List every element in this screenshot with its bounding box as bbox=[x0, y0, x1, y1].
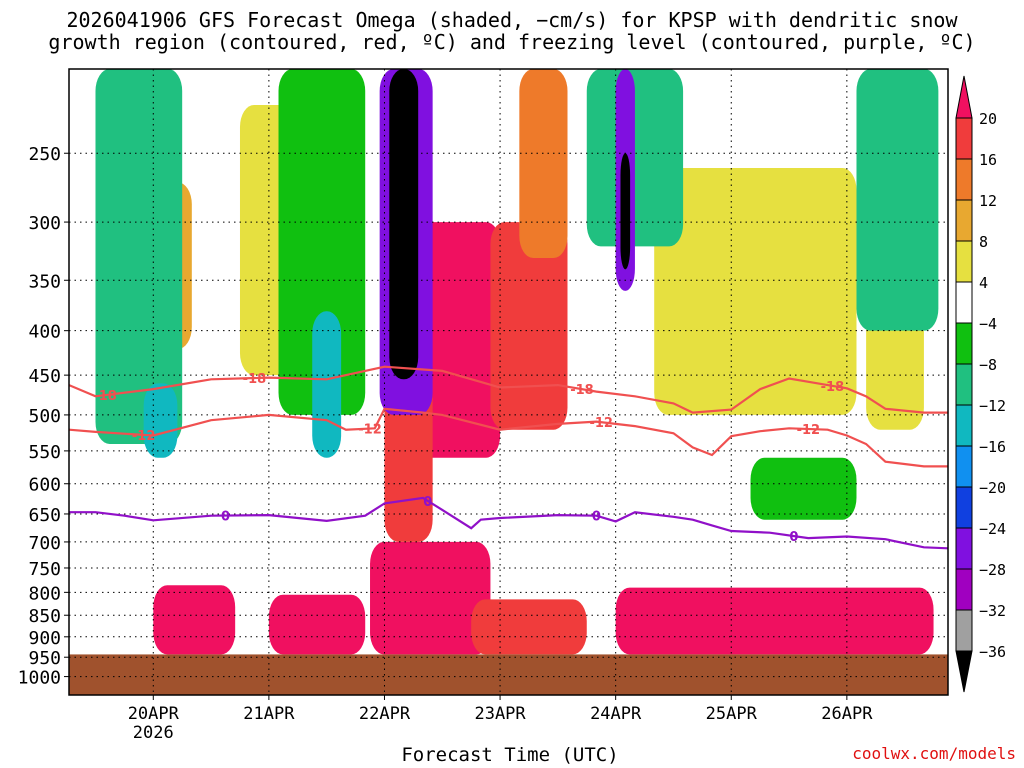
chart-title-line-1: 2026041906 GFS Forecast Omega (shaded, −… bbox=[66, 8, 958, 32]
y-tick-label-900: 900 bbox=[28, 628, 61, 649]
x-tick-label-2: 22APR bbox=[359, 704, 411, 724]
colorbar-segment-5 bbox=[955, 322, 973, 365]
x-tick-label-0: 20APR bbox=[128, 704, 180, 724]
colorbar-label-0: 20 bbox=[979, 110, 997, 128]
colorbar-top-arrow bbox=[955, 75, 973, 119]
omega-region-14 bbox=[278, 69, 366, 415]
colorbar-label-2: 12 bbox=[979, 192, 997, 210]
source-credit-link[interactable]: coolwx.com/models bbox=[852, 744, 1016, 763]
y-tick-label-400: 400 bbox=[28, 322, 61, 343]
isotherm-label-0-0: -18 bbox=[93, 389, 117, 404]
isotherm-label-1-1: -12 bbox=[358, 423, 382, 438]
colorbar-label-10: −24 bbox=[979, 520, 1006, 538]
y-tick-label-550: 550 bbox=[28, 442, 61, 463]
colorbar-segment-6 bbox=[955, 363, 973, 406]
isotherm-line-0 bbox=[69, 365, 948, 414]
colorbar-segment-1 bbox=[955, 158, 973, 201]
x-tick-label-5: 25APR bbox=[706, 704, 758, 724]
colorbar-segment-10 bbox=[955, 527, 973, 570]
y-tick-label-1000: 1000 bbox=[18, 668, 61, 689]
colorbar-segment-8 bbox=[955, 445, 973, 488]
isotherm-label-2-1: 0 bbox=[423, 495, 432, 510]
y-tick-label-750: 750 bbox=[28, 559, 61, 580]
omega-region-6 bbox=[490, 222, 568, 430]
x-axis-label: Forecast Time (UTC) bbox=[401, 744, 619, 766]
omega-region-15 bbox=[95, 69, 183, 444]
y-tick-label-650: 650 bbox=[28, 505, 61, 526]
isotherm-label-2-3: 0 bbox=[789, 530, 798, 545]
omega-region-0 bbox=[153, 585, 236, 655]
colorbar-label-4: 4 bbox=[979, 274, 988, 292]
isotherm-label-0-1: -18 bbox=[243, 372, 267, 387]
y-tick-label-800: 800 bbox=[28, 583, 61, 604]
omega-region-16 bbox=[856, 69, 939, 331]
y-tick-label-600: 600 bbox=[28, 475, 61, 496]
omega-region-2 bbox=[370, 541, 491, 655]
colorbar-label-7: −12 bbox=[979, 397, 1006, 415]
isotherm-label-0-2: -18 bbox=[570, 383, 594, 398]
x-tick-label-3: 23APR bbox=[474, 704, 526, 724]
y-tick-label-250: 250 bbox=[28, 144, 61, 165]
isotherm-label-0-3: -18 bbox=[821, 380, 845, 395]
chart-title-line-2: growth region (contoured, red, ºC) and f… bbox=[48, 30, 976, 54]
colorbar-segment-2 bbox=[955, 199, 973, 242]
colorbar-segment-11 bbox=[955, 568, 973, 611]
omega-region-1 bbox=[268, 594, 366, 655]
colorbar-label-11: −28 bbox=[979, 561, 1006, 579]
isotherm-label-2-0: 0 bbox=[221, 510, 230, 525]
colorbar-segment-4 bbox=[955, 281, 973, 324]
colorbar-label-3: 8 bbox=[979, 233, 988, 251]
colorbar-segment-7 bbox=[955, 404, 973, 447]
plot-frame bbox=[68, 68, 949, 696]
colorbar-label-12: −32 bbox=[979, 602, 1006, 620]
x-tick-label-6: 26APR bbox=[821, 704, 873, 724]
colorbar-segment-9 bbox=[955, 486, 973, 529]
colorbar-label-1: 16 bbox=[979, 151, 997, 169]
ground-fill bbox=[69, 654, 948, 695]
isotherm-label-2-2: 0 bbox=[592, 510, 601, 525]
y-tick-label-700: 700 bbox=[28, 533, 61, 554]
omega-region-13 bbox=[750, 457, 857, 520]
isotherm-label-1-3: -12 bbox=[797, 423, 821, 438]
colorbar-segment-3 bbox=[955, 240, 973, 283]
y-tick-label-350: 350 bbox=[28, 271, 61, 292]
omega-region-23 bbox=[620, 153, 631, 270]
y-tick-label-950: 950 bbox=[28, 648, 61, 669]
isotherm-label-1-0: -12 bbox=[132, 429, 156, 444]
omega-region-19 bbox=[143, 383, 178, 458]
y-tick-label-300: 300 bbox=[28, 213, 61, 234]
y-tick-label-500: 500 bbox=[28, 406, 61, 427]
omega-region-11 bbox=[654, 168, 857, 415]
x-tick-sublabel-0: 2026 bbox=[133, 723, 174, 743]
isotherm-label-1-2: -12 bbox=[589, 416, 613, 431]
isotherm-line-1 bbox=[69, 407, 948, 468]
colorbar-segment-12 bbox=[955, 609, 973, 652]
colorbar-bottom-arrow bbox=[955, 650, 973, 693]
y-tick-label-450: 450 bbox=[28, 366, 61, 387]
omega-region-5 bbox=[413, 222, 501, 458]
colorbar-label-9: −20 bbox=[979, 479, 1006, 497]
colorbar-label-6: −8 bbox=[979, 356, 997, 374]
y-tick-label-850: 850 bbox=[28, 606, 61, 627]
colorbar-label-8: −16 bbox=[979, 438, 1006, 456]
omega-region-8 bbox=[519, 69, 568, 259]
colorbar-segment-0 bbox=[955, 117, 973, 160]
omega-region-18 bbox=[312, 311, 342, 458]
colorbar-label-13: −36 bbox=[979, 643, 1006, 661]
omega-region-4 bbox=[615, 587, 934, 655]
omega-region-3 bbox=[471, 599, 587, 655]
colorbar-label-5: −4 bbox=[979, 315, 997, 333]
isotherm-line-2 bbox=[69, 496, 948, 550]
omega-region-22 bbox=[389, 69, 419, 380]
x-tick-label-4: 24APR bbox=[590, 704, 642, 724]
x-tick-label-1: 21APR bbox=[243, 704, 295, 724]
